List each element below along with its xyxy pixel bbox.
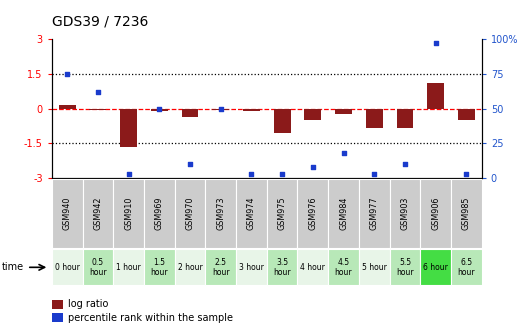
Text: log ratio: log ratio <box>68 299 109 309</box>
Bar <box>458 109 475 120</box>
Bar <box>305 109 321 120</box>
Text: GDS39 / 7236: GDS39 / 7236 <box>52 15 148 29</box>
Text: GSM973: GSM973 <box>216 197 225 230</box>
FancyBboxPatch shape <box>52 249 82 285</box>
Text: GSM903: GSM903 <box>400 197 409 230</box>
Text: GSM970: GSM970 <box>185 197 194 230</box>
Text: 0.5
hour: 0.5 hour <box>89 258 107 277</box>
FancyBboxPatch shape <box>420 249 451 285</box>
Point <box>431 41 440 46</box>
FancyBboxPatch shape <box>52 179 82 248</box>
Text: 5.5
hour: 5.5 hour <box>396 258 414 277</box>
FancyBboxPatch shape <box>390 179 420 248</box>
FancyBboxPatch shape <box>236 249 267 285</box>
Bar <box>335 109 352 114</box>
Text: 6.5
hour: 6.5 hour <box>457 258 475 277</box>
FancyBboxPatch shape <box>113 179 144 248</box>
Point <box>462 171 470 177</box>
FancyBboxPatch shape <box>82 179 113 248</box>
FancyBboxPatch shape <box>390 249 420 285</box>
Text: GSM975: GSM975 <box>278 197 286 230</box>
FancyBboxPatch shape <box>328 249 359 285</box>
Point <box>124 171 133 177</box>
Text: 0 hour: 0 hour <box>55 263 80 272</box>
Bar <box>366 109 383 128</box>
Text: GSM969: GSM969 <box>155 197 164 230</box>
FancyBboxPatch shape <box>205 249 236 285</box>
Point <box>339 150 348 156</box>
Bar <box>120 109 137 147</box>
Text: 3.5
hour: 3.5 hour <box>274 258 291 277</box>
FancyBboxPatch shape <box>175 179 205 248</box>
FancyBboxPatch shape <box>113 249 144 285</box>
Bar <box>427 83 444 109</box>
Text: GSM942: GSM942 <box>93 197 103 230</box>
FancyBboxPatch shape <box>267 179 297 248</box>
Point <box>370 171 378 177</box>
Point <box>247 171 255 177</box>
Text: GSM940: GSM940 <box>63 197 71 230</box>
Text: 2 hour: 2 hour <box>178 263 203 272</box>
FancyBboxPatch shape <box>420 179 451 248</box>
Text: 2.5
hour: 2.5 hour <box>212 258 229 277</box>
Text: time: time <box>2 262 24 272</box>
FancyBboxPatch shape <box>359 179 390 248</box>
FancyBboxPatch shape <box>328 179 359 248</box>
FancyBboxPatch shape <box>451 179 482 248</box>
FancyBboxPatch shape <box>144 249 175 285</box>
Bar <box>274 109 291 133</box>
Text: GSM976: GSM976 <box>308 197 318 230</box>
Point <box>94 90 102 95</box>
Text: GSM906: GSM906 <box>431 197 440 230</box>
Point <box>217 106 225 111</box>
Bar <box>212 109 229 110</box>
FancyBboxPatch shape <box>297 249 328 285</box>
FancyBboxPatch shape <box>451 249 482 285</box>
Point <box>401 162 409 167</box>
Bar <box>396 109 413 128</box>
Text: 1 hour: 1 hour <box>116 263 141 272</box>
Text: 6 hour: 6 hour <box>423 263 448 272</box>
Text: GSM985: GSM985 <box>462 197 471 230</box>
Text: GSM984: GSM984 <box>339 197 348 230</box>
FancyBboxPatch shape <box>359 249 390 285</box>
FancyBboxPatch shape <box>205 179 236 248</box>
Point <box>155 106 163 111</box>
Point <box>278 171 286 177</box>
Point <box>186 162 194 167</box>
FancyBboxPatch shape <box>236 179 267 248</box>
Text: GSM910: GSM910 <box>124 197 133 230</box>
FancyBboxPatch shape <box>144 179 175 248</box>
Bar <box>181 109 198 117</box>
Text: 1.5
hour: 1.5 hour <box>150 258 168 277</box>
FancyBboxPatch shape <box>175 249 205 285</box>
Bar <box>90 109 106 110</box>
Text: 5 hour: 5 hour <box>362 263 387 272</box>
FancyBboxPatch shape <box>297 179 328 248</box>
Bar <box>52 300 63 309</box>
FancyBboxPatch shape <box>82 249 113 285</box>
Point <box>309 164 317 170</box>
Bar <box>151 109 168 111</box>
Text: 4 hour: 4 hour <box>300 263 325 272</box>
FancyBboxPatch shape <box>267 249 297 285</box>
Text: 4.5
hour: 4.5 hour <box>335 258 352 277</box>
Bar <box>52 313 63 322</box>
Text: percentile rank within the sample: percentile rank within the sample <box>68 313 234 323</box>
Bar <box>243 109 260 111</box>
Bar <box>59 105 76 109</box>
Text: GSM974: GSM974 <box>247 197 256 230</box>
Text: 3 hour: 3 hour <box>239 263 264 272</box>
Text: GSM977: GSM977 <box>370 197 379 230</box>
Point <box>63 71 71 77</box>
